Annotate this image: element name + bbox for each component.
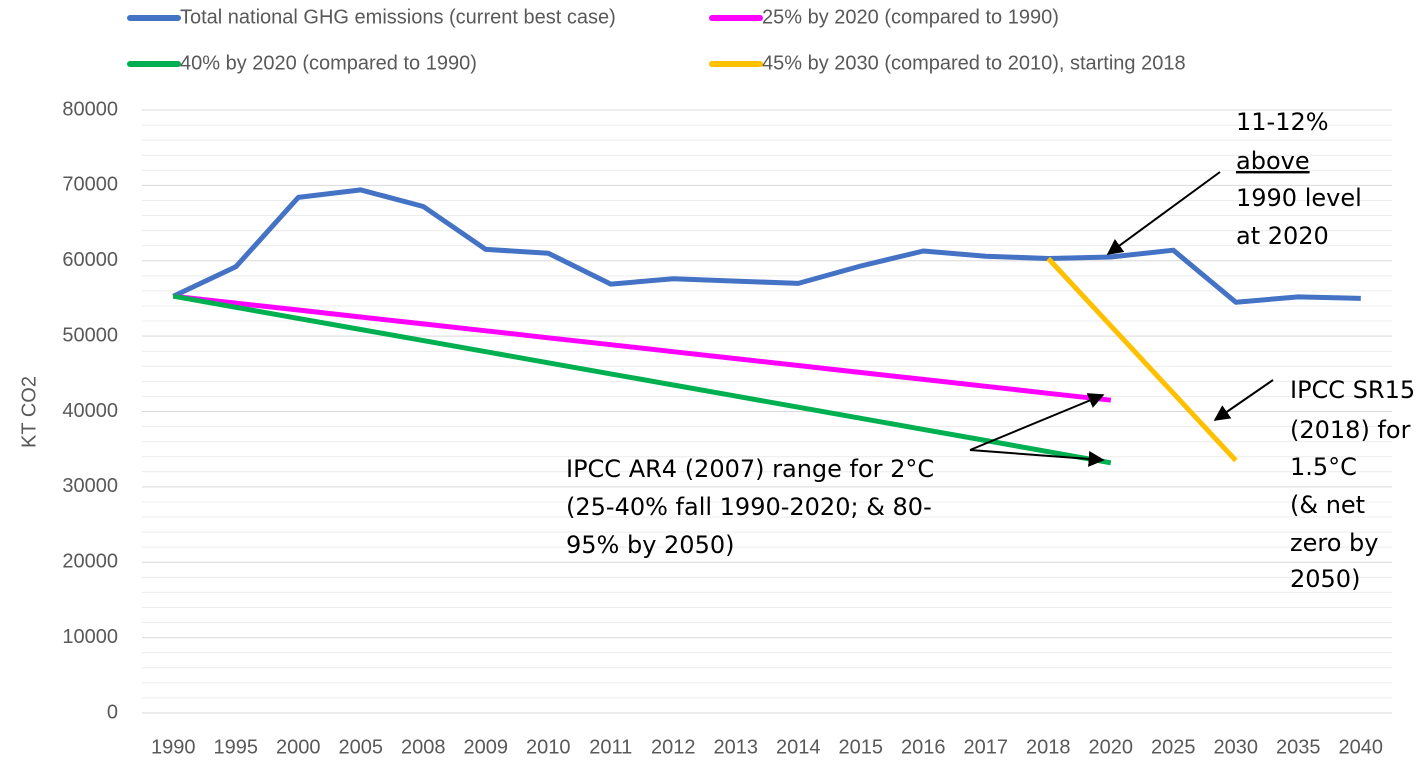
annotation-text: (2018) for	[1290, 416, 1411, 444]
legend-label: 25% by 2020 (compared to 1990)	[762, 6, 1059, 28]
x-tick-label: 2011	[589, 736, 632, 758]
annotation-text: at 2020	[1236, 222, 1329, 250]
series-line	[1046, 256, 1238, 463]
y-tick-label: 40000	[62, 400, 118, 422]
x-tick-label: 2018	[1026, 736, 1071, 758]
annotation-arrow	[969, 449, 1105, 467]
annotation-text: (25-40% fall 1990-2020; & 80-	[566, 493, 932, 521]
x-tick-label: 2015	[839, 736, 884, 758]
y-tick-label: 10000	[62, 626, 118, 648]
x-tick-label: 2025	[1151, 736, 1196, 758]
annotation-text: 95% by 2050)	[566, 531, 734, 559]
x-tick-label: 2020	[1089, 736, 1134, 758]
y-tick-label: 60000	[62, 249, 118, 271]
annotation-arrow	[1213, 379, 1274, 421]
y-tick-label: 30000	[62, 475, 118, 497]
annotation-text: (& net	[1290, 491, 1365, 519]
y-tick-label: 50000	[62, 324, 118, 346]
y-tick-label: 0	[107, 701, 118, 723]
x-tick-label: 2013	[714, 736, 759, 758]
annotation-arrow	[969, 393, 1105, 451]
x-tick-label: 2005	[339, 736, 384, 758]
annotation-text: above	[1236, 147, 1310, 175]
x-tick-label: 2012	[651, 736, 696, 758]
series-line	[172, 293, 1112, 466]
x-tick-label: 2010	[526, 736, 571, 758]
annotation-text: IPCC AR4 (2007) range for 2°C	[566, 455, 934, 483]
x-tick-label: 2040	[1339, 736, 1384, 758]
annotation-text: zero by	[1290, 529, 1378, 557]
annotation-arrow	[1106, 171, 1221, 255]
x-tick-label: 1995	[214, 736, 259, 758]
x-tick-label: 2017	[964, 736, 1009, 758]
x-tick-label: 2000	[276, 736, 321, 758]
legend-label: 40% by 2020 (compared to 1990)	[180, 52, 477, 74]
y-axis-label: KT CO2	[18, 376, 40, 448]
legend-label: 45% by 2030 (compared to 2010), starting…	[762, 52, 1186, 74]
series-line	[173, 293, 1112, 403]
annotation-text: 2050)	[1290, 565, 1360, 593]
x-tick-label: 2035	[1276, 736, 1321, 758]
x-tick-label: 2008	[401, 736, 446, 758]
x-tick-label: 2014	[776, 736, 821, 758]
y-tick-label: 70000	[62, 174, 118, 196]
x-tick-label: 2016	[901, 736, 946, 758]
series-line	[172, 187, 1361, 305]
annotation-text: 1990 level	[1236, 184, 1362, 212]
annotation-text: 11-12%	[1236, 108, 1329, 136]
annotation-text: IPCC SR15	[1290, 376, 1415, 404]
x-tick-label: 1990	[151, 736, 196, 758]
x-tick-label: 2030	[1214, 736, 1259, 758]
x-tick-label: 2009	[464, 736, 509, 758]
annotation-text: 1.5°C	[1290, 453, 1357, 481]
grid	[142, 109, 1392, 714]
y-tick-label: 20000	[62, 551, 118, 573]
y-tick-label: 80000	[62, 98, 118, 120]
legend-label: Total national GHG emissions (current be…	[180, 6, 616, 28]
